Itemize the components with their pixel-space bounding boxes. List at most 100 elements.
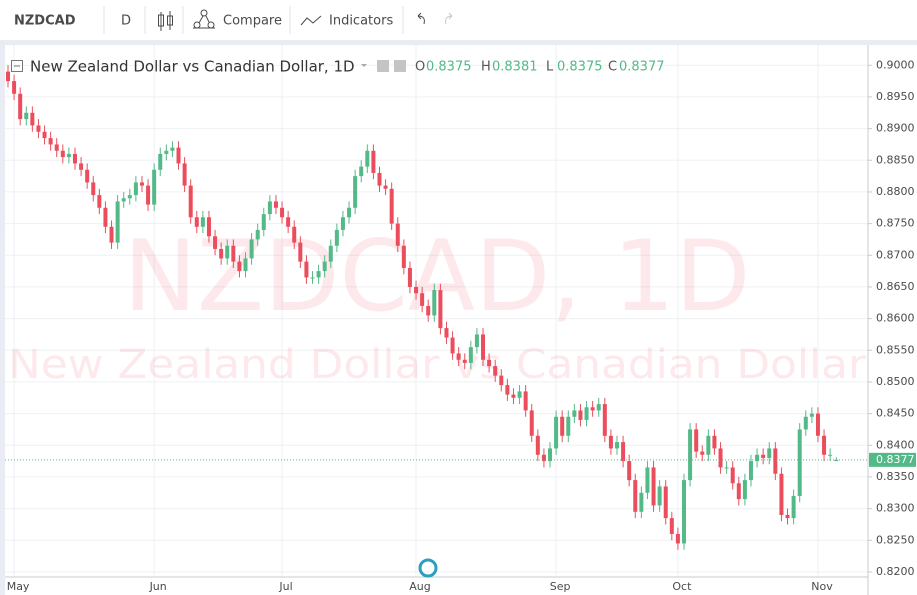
last-price-label: 0.8377: [876, 453, 915, 466]
candle-body: [54, 144, 59, 151]
candle-body: [371, 150, 376, 173]
collapse-icon[interactable]: [11, 60, 23, 72]
ohlc-values: O 0.8375 H 0.8381 L 0.8375 C 0.8377: [415, 60, 665, 75]
candle-body: [24, 112, 29, 120]
candle-body: [803, 416, 808, 430]
candle-body: [426, 305, 431, 316]
ohlc-key: L: [546, 60, 554, 75]
candle-body: [590, 407, 595, 411]
candle-body: [152, 169, 157, 205]
candle-body: [146, 185, 151, 205]
candle-body: [243, 258, 248, 272]
compare-button[interactable]: Compare: [223, 14, 282, 29]
scroll-button[interactable]: [418, 558, 438, 578]
candle-body: [316, 271, 321, 278]
symbol-button[interactable]: NZDCAD: [14, 14, 76, 29]
candle-body: [66, 153, 71, 158]
candle-body: [462, 359, 467, 363]
candle-body: [194, 217, 199, 227]
indicators-button[interactable]: Indicators: [329, 14, 393, 29]
legend: New Zealand Dollar vs Canadian Dollar, 1…: [11, 58, 406, 76]
candle-body: [633, 480, 638, 512]
candle-body: [30, 112, 35, 126]
legend-settings[interactable]: [377, 60, 389, 72]
x-tick-label: Jul: [278, 580, 292, 593]
candle-body: [761, 454, 766, 458]
candle-body: [72, 153, 77, 164]
candle-body: [499, 375, 504, 386]
candle-body: [60, 150, 65, 158]
candle-body: [675, 533, 680, 544]
candle-body: [304, 261, 309, 278]
candle-body: [127, 195, 132, 199]
candle-body: [712, 435, 717, 449]
compare-icon[interactable]: [193, 9, 215, 29]
candle-body: [164, 150, 169, 154]
candle-body: [450, 337, 455, 354]
candle-body: [85, 169, 90, 183]
y-tick-label: 0.8800: [876, 185, 915, 198]
watermark: NZDCAD, 1D New Zealand Dollar vs Canadia…: [8, 220, 867, 388]
y-tick-label: 0.8750: [876, 217, 915, 230]
redo-button[interactable]: [445, 12, 453, 25]
y-tick-label: 0.8550: [876, 343, 915, 356]
candle-body: [822, 435, 827, 455]
candle-body: [505, 385, 510, 395]
candle-body: [621, 442, 626, 462]
candle-body: [115, 201, 120, 243]
candle-body: [706, 435, 711, 455]
candle-body: [828, 454, 833, 456]
y-tick-label: 0.8950: [876, 90, 915, 103]
x-tick-label: Oct: [672, 580, 692, 593]
x-tick-label: Jun: [149, 580, 167, 593]
undo-button[interactable]: [417, 12, 425, 25]
candle-body: [481, 334, 486, 360]
candle-body: [596, 404, 601, 411]
candle-body: [554, 416, 559, 449]
toolbar: NZDCAD D Compare Indicators: [14, 6, 453, 34]
candle-body: [12, 81, 17, 94]
candle-body: [200, 217, 205, 227]
y-tick-label: 0.8850: [876, 153, 915, 166]
candle-body: [834, 459, 839, 462]
candle-body: [529, 410, 534, 436]
candle-body: [328, 245, 333, 262]
candle-body: [6, 71, 10, 82]
candle-body: [663, 486, 668, 519]
y-tick-label: 0.8600: [876, 312, 915, 325]
candle-body: [18, 93, 23, 120]
candle-body: [237, 261, 242, 272]
candle-body: [414, 286, 419, 294]
candle-body: [548, 448, 553, 462]
candle-body: [809, 413, 814, 417]
chart-style-button[interactable]: [158, 11, 173, 31]
ohlc-value: 0.8375: [557, 60, 603, 75]
y-tick-label: 0.8650: [876, 280, 915, 293]
candle-body: [517, 391, 522, 398]
candle-body: [121, 198, 126, 202]
indicators-icon[interactable]: [300, 15, 322, 26]
candle-body: [615, 442, 619, 449]
legend-close[interactable]: [394, 60, 406, 72]
candle-body: [359, 166, 364, 177]
candle-body: [657, 486, 662, 506]
candle-body: [298, 242, 303, 262]
interval-button[interactable]: D: [121, 14, 131, 29]
watermark-symbol: NZDCAD, 1D: [124, 220, 751, 334]
candle-body: [688, 429, 693, 481]
ohlc-key: C: [608, 60, 617, 75]
candle-body: [639, 492, 644, 512]
x-tick-label: Nov: [811, 580, 833, 593]
candle-body: [261, 214, 266, 230]
ohlc-key: H: [481, 60, 491, 75]
candle-body: [170, 147, 175, 151]
candle-body: [395, 223, 400, 246]
candle-body: [401, 245, 406, 268]
candle-body: [560, 416, 565, 436]
candle-body: [535, 435, 540, 455]
y-tick-label: 0.8450: [876, 407, 915, 420]
legend-menu[interactable]: [361, 64, 367, 67]
candle-body: [523, 391, 528, 411]
candle-body: [231, 245, 236, 262]
